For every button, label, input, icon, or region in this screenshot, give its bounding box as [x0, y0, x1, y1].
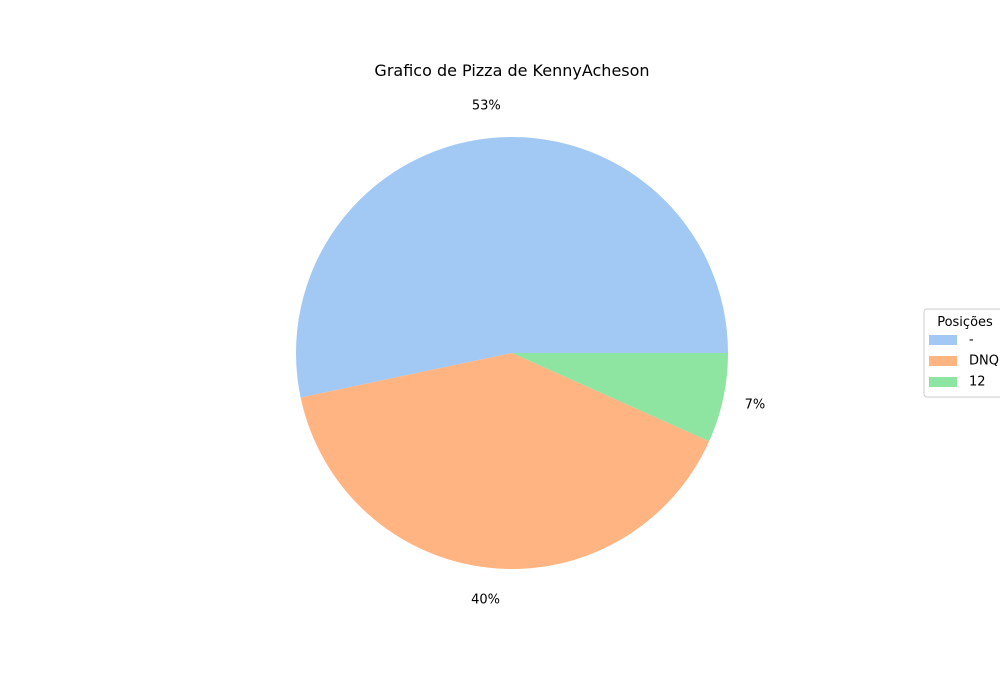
pie-slice-2 [300, 353, 710, 569]
legend-swatch-1 [929, 335, 957, 345]
pie-slice-3 [512, 353, 728, 442]
legend-label-3: 12 [969, 375, 986, 390]
legend-items: - DNQ 12 [929, 333, 999, 390]
legend-frame [923, 308, 1000, 398]
pie-slice-1 [296, 136, 728, 398]
legend-label-1: - [969, 333, 974, 348]
chart-title: Grafico de Pizza de KennyAcheson [374, 61, 649, 80]
percent-labels: 53% 40% 7% [471, 98, 765, 607]
legend-swatch-3 [929, 377, 957, 387]
percent-label-3: 7% [745, 397, 766, 412]
percent-label-2: 40% [471, 592, 500, 607]
percent-label-1: 53% [472, 98, 501, 113]
legend-title: Posições [937, 315, 993, 330]
legend-label-2: DNQ [969, 354, 999, 369]
pie-slices [296, 136, 728, 569]
legend-swatch-2 [929, 356, 957, 366]
legend: Posições - DNQ 12 [923, 308, 1000, 398]
